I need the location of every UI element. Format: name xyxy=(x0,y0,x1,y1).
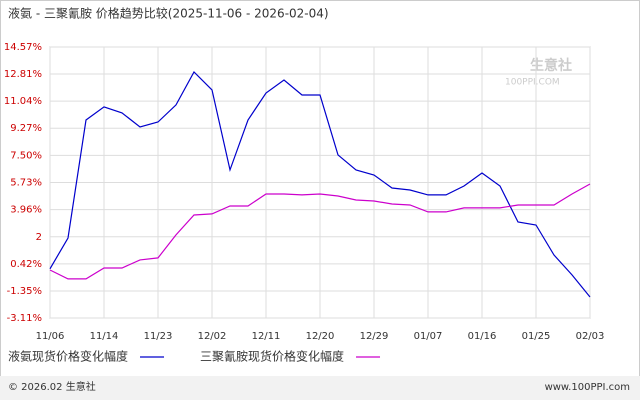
legend-label: 液氨现货价格变化幅度 xyxy=(8,349,128,364)
x-tick-label: 12/20 xyxy=(306,331,335,342)
x-tick-label: 11/06 xyxy=(36,331,65,342)
series-line xyxy=(49,71,591,298)
series-line xyxy=(49,183,591,280)
x-tick-label: 01/07 xyxy=(414,331,443,342)
y-tick-label: 7.50% xyxy=(10,150,42,161)
footer-bar xyxy=(0,376,640,400)
x-tick-label: 01/25 xyxy=(522,331,551,342)
y-tick-label: 0.42% xyxy=(10,259,42,270)
legend-label: 三聚氰胺现货价格变化幅度 xyxy=(200,349,344,364)
watermark: 生意社 xyxy=(530,57,572,74)
x-tick-label: 01/16 xyxy=(468,331,497,342)
y-tick-label: 2 xyxy=(36,232,42,243)
x-tick-label: 12/29 xyxy=(360,331,389,342)
x-tick-label: 11/14 xyxy=(90,331,119,342)
x-tick-label: 02/03 xyxy=(576,331,605,342)
y-tick-label: 11.04% xyxy=(4,96,42,107)
y-tick-label: 14.57% xyxy=(4,42,42,53)
watermark: 100PPI.COM xyxy=(505,78,560,88)
y-tick-label: -3.11% xyxy=(7,313,42,324)
x-tick-label: 12/11 xyxy=(252,331,281,342)
y-tick-label: -1.35% xyxy=(7,286,42,297)
y-tick-label: 3.96% xyxy=(10,205,42,216)
y-tick-label: 9.27% xyxy=(10,123,42,134)
footer-right: www.100PPI.com xyxy=(545,382,630,393)
footer-left: © 2026.02 生意社 xyxy=(8,380,96,393)
y-tick-label: 12.81% xyxy=(4,69,42,80)
y-tick-label: 5.73% xyxy=(10,178,42,189)
chart-title: 液氨 - 三聚氰胺 价格趋势比较(2025-11-06 - 2026-02-04… xyxy=(8,6,329,21)
x-tick-label: 12/02 xyxy=(198,331,227,342)
x-tick-label: 11/23 xyxy=(144,331,173,342)
